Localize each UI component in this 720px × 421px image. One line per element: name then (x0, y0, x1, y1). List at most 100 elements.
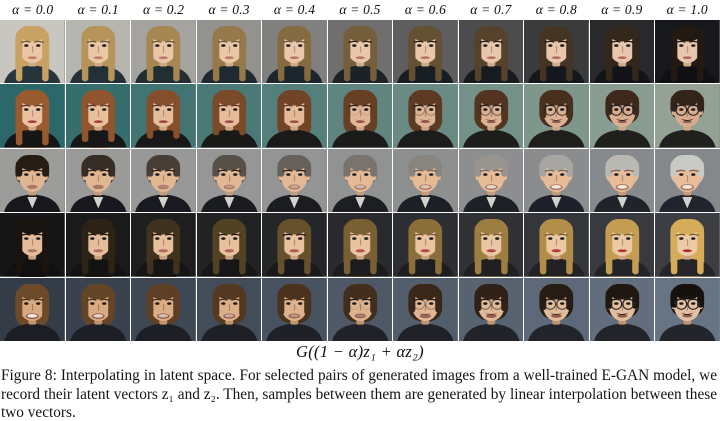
face-image (0, 148, 65, 213)
eyes (417, 44, 434, 47)
hair-lock-left (81, 96, 88, 143)
hair-lock-left (474, 225, 482, 275)
eyes (417, 108, 434, 112)
eyebrows (479, 40, 503, 43)
fringe-hair (281, 284, 308, 300)
hair-lock-left (212, 160, 219, 177)
eyes (548, 44, 565, 47)
face-svg (327, 148, 393, 213)
face-svg (589, 84, 655, 148)
eyebrows (413, 298, 438, 301)
hair-lock-right (173, 31, 180, 82)
hair-lock-right (566, 225, 574, 275)
hair-lock-left (212, 96, 219, 136)
face-svg (65, 148, 131, 213)
nose (293, 239, 296, 247)
teeth (224, 313, 234, 317)
face-image (589, 148, 655, 213)
hair-lock-right (238, 160, 246, 177)
hair-lock-left (540, 31, 547, 82)
hair-lock-left (146, 96, 154, 140)
eyes (155, 108, 172, 112)
mustache (549, 312, 564, 315)
shoulders (659, 129, 717, 148)
face-svg (327, 277, 393, 341)
hair-lock-left (409, 225, 416, 275)
hair-lock-right (42, 31, 49, 82)
nose (162, 110, 165, 118)
nose (687, 174, 689, 182)
lips (27, 56, 37, 60)
glasses (346, 104, 374, 117)
eyes (220, 173, 238, 176)
eyebrows (151, 40, 175, 43)
nose (293, 46, 296, 53)
nose (555, 239, 558, 247)
face-svg (524, 84, 589, 148)
face-image (524, 148, 589, 213)
face-svg (65, 277, 131, 341)
face-image (65, 84, 131, 148)
hair-lock-right (304, 31, 311, 82)
hair-lock-left (212, 225, 219, 275)
fringe-hair (346, 91, 374, 106)
eyebrows (86, 169, 110, 172)
eyebrows (86, 298, 110, 301)
nose (490, 174, 493, 182)
lips (27, 249, 38, 253)
hair-lock-left (343, 160, 351, 177)
fringe-hair (477, 91, 505, 106)
nose (228, 46, 230, 53)
nose (424, 303, 427, 311)
lips (485, 313, 497, 318)
fringe-hair (215, 156, 243, 171)
face-image (65, 148, 131, 213)
fringe-hair (674, 91, 701, 106)
shoulders (266, 129, 323, 148)
hair-lock-right (632, 225, 639, 275)
fringe-hair (674, 284, 701, 300)
teeth (617, 184, 628, 189)
face-svg (262, 148, 327, 213)
teeth (355, 313, 365, 317)
lips (355, 56, 365, 60)
lips (617, 249, 627, 253)
eyes (351, 173, 369, 176)
face-svg (65, 84, 131, 148)
mustache (681, 119, 695, 122)
fringe-hair (609, 27, 636, 42)
hair-lock-right (369, 160, 377, 177)
nose (359, 46, 361, 53)
face-svg (196, 84, 262, 148)
shoulders (528, 129, 585, 148)
hair-lock-right (42, 225, 49, 275)
eyes (89, 301, 106, 305)
eyes (286, 173, 303, 176)
face-svg (524, 277, 589, 341)
glasses (543, 104, 571, 117)
eyes (679, 173, 696, 176)
lips (354, 313, 366, 318)
face-image (655, 277, 720, 341)
fringe-hair (19, 220, 46, 235)
eyebrows (348, 169, 372, 172)
eyes (24, 301, 41, 305)
eyebrows (413, 233, 438, 237)
shirt (92, 196, 103, 209)
face-svg (655, 213, 720, 277)
glasses (608, 297, 636, 310)
eyes (220, 108, 238, 112)
eyes (548, 237, 565, 241)
nose (97, 46, 99, 53)
eyes (614, 301, 631, 305)
nose (31, 239, 34, 247)
fringe-hair (84, 27, 111, 42)
fringe-hair (543, 91, 570, 106)
fringe-hair (215, 91, 243, 106)
eyes (614, 173, 631, 176)
eyes (155, 237, 172, 241)
eyebrows (20, 233, 44, 237)
eyebrows (217, 233, 241, 237)
hair-lock-right (697, 96, 705, 113)
shirt (420, 196, 431, 209)
